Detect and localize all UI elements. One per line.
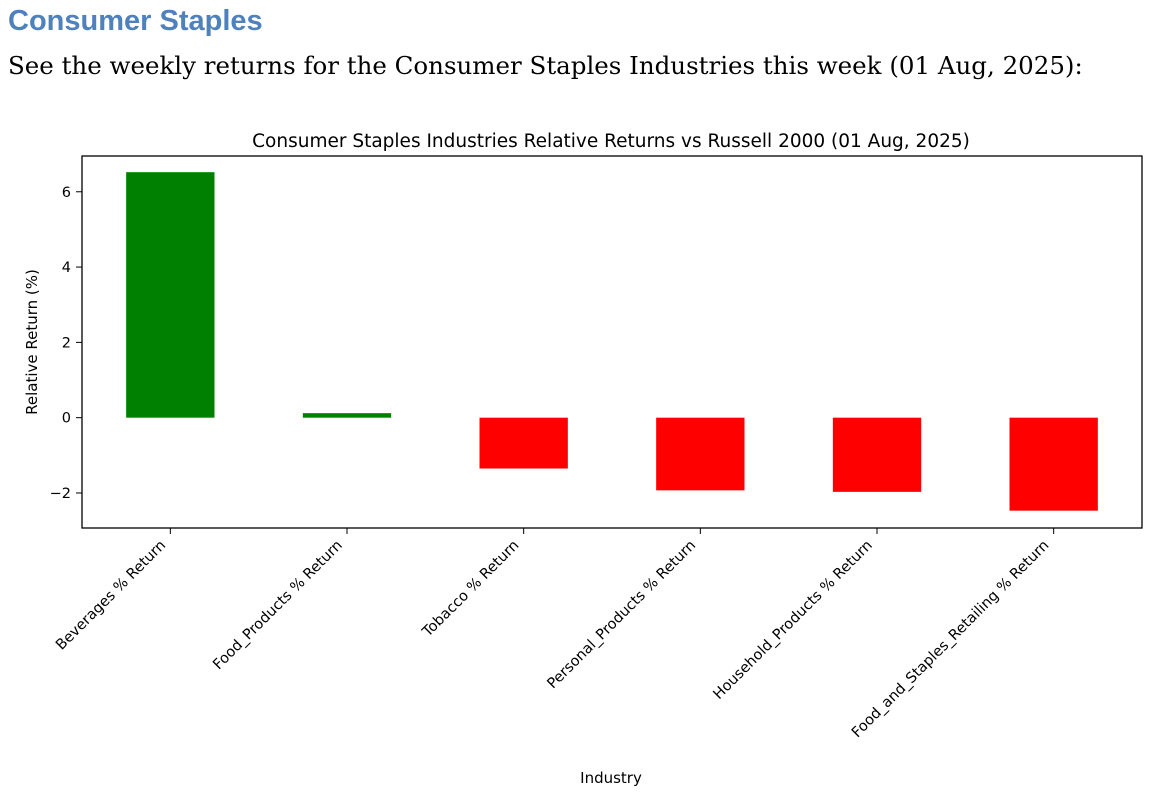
y-tick-label-1: 0 <box>62 411 71 427</box>
bars-layer <box>126 172 1098 511</box>
bar-1 <box>302 413 392 418</box>
y-tick-label-0: −2 <box>50 486 71 502</box>
x-axis-ticks: Beverages % Return Food_Products % Return… <box>53 528 1055 742</box>
x-axis-label: Industry <box>580 769 642 787</box>
x-tick-label-0: Beverages % Return <box>53 538 169 654</box>
x-tick-label-1: Food_Products % Return <box>210 538 346 674</box>
y-axis-label: Relative Return (%) <box>23 269 41 415</box>
x-tick-label-5: Food_and_Staples_Retailing % Return <box>849 538 1053 742</box>
y-axis-ticks: −2 0 2 4 6 <box>50 185 82 502</box>
x-tick-label-4: Household_Products % Return <box>711 538 876 703</box>
x-tick-label-2: Tobacco % Return <box>419 538 522 641</box>
y-tick-label-4: 6 <box>62 185 71 201</box>
bar-0 <box>126 172 215 418</box>
chart-title: Consumer Staples Industries Relative Ret… <box>252 131 970 152</box>
bar-3 <box>656 417 745 491</box>
bar-4 <box>832 417 922 492</box>
relative-returns-bar-chart: Consumer Staples Industries Relative Ret… <box>23 131 1143 787</box>
y-tick-label-3: 4 <box>62 260 71 276</box>
y-tick-label-2: 2 <box>62 335 71 351</box>
section-heading: Consumer Staples <box>8 5 263 37</box>
intro-text: See the weekly returns for the Consumer … <box>8 51 1083 80</box>
x-tick-label-3: Personal_Products % Return <box>545 538 700 693</box>
bar-5 <box>1009 417 1098 511</box>
bar-2 <box>479 417 568 469</box>
plot-frame <box>81 155 1143 529</box>
